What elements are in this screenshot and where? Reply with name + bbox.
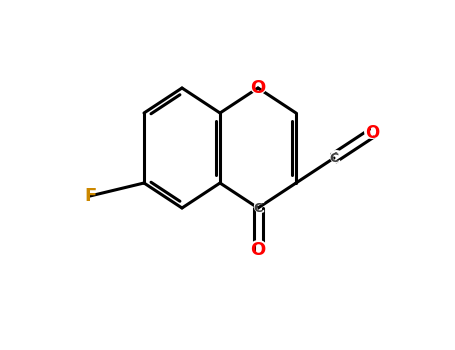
Text: O: O [250, 241, 266, 259]
Text: O: O [248, 78, 268, 98]
Text: C: C [329, 152, 339, 164]
Text: O: O [248, 240, 268, 260]
Text: F: F [82, 186, 97, 206]
Text: C: C [328, 149, 340, 167]
Text: C: C [253, 202, 263, 215]
Text: O: O [365, 124, 379, 142]
Text: O: O [250, 79, 266, 97]
Text: O: O [363, 123, 381, 143]
Text: F: F [84, 187, 96, 205]
Text: C: C [252, 199, 264, 217]
